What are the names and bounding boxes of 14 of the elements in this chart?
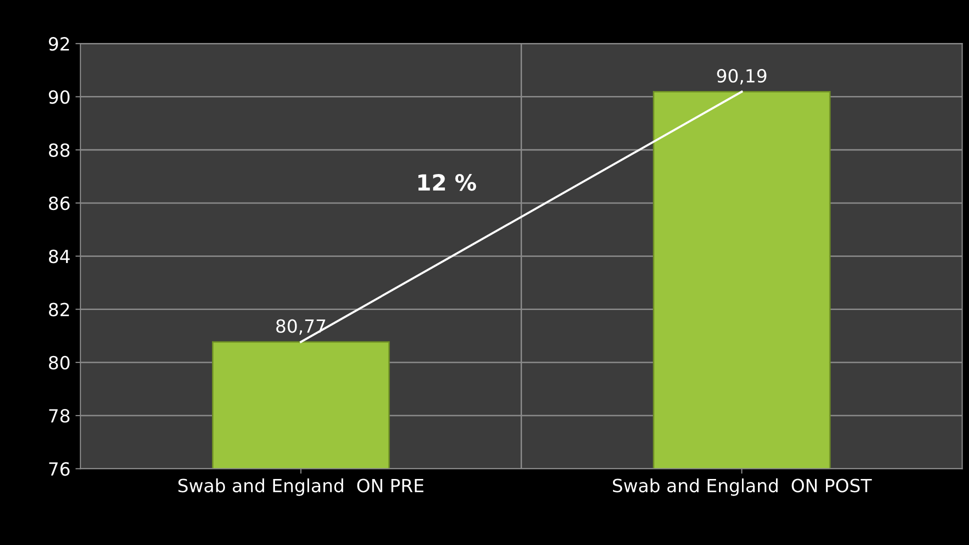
y-tick-label: 88: [48, 143, 70, 157]
y-tick-label: 90: [48, 90, 70, 104]
y-tick-label: 84: [48, 250, 70, 264]
y-tick-label: 86: [48, 196, 70, 210]
data-label: 80,77: [276, 319, 326, 335]
data-label: 90,19: [717, 68, 766, 84]
y-tick-label: 80: [48, 356, 70, 370]
y-tick-label: 78: [49, 409, 70, 423]
x-tick-label: Swab and England ON POST: [612, 478, 872, 496]
y-tick-label: 76: [49, 462, 70, 476]
annotation: 12 %: [418, 174, 476, 191]
x-tick-label: Swab and England ON PRE: [178, 478, 424, 496]
y-tick-label: 92: [48, 37, 69, 51]
y-tick-label: 82: [48, 302, 69, 316]
